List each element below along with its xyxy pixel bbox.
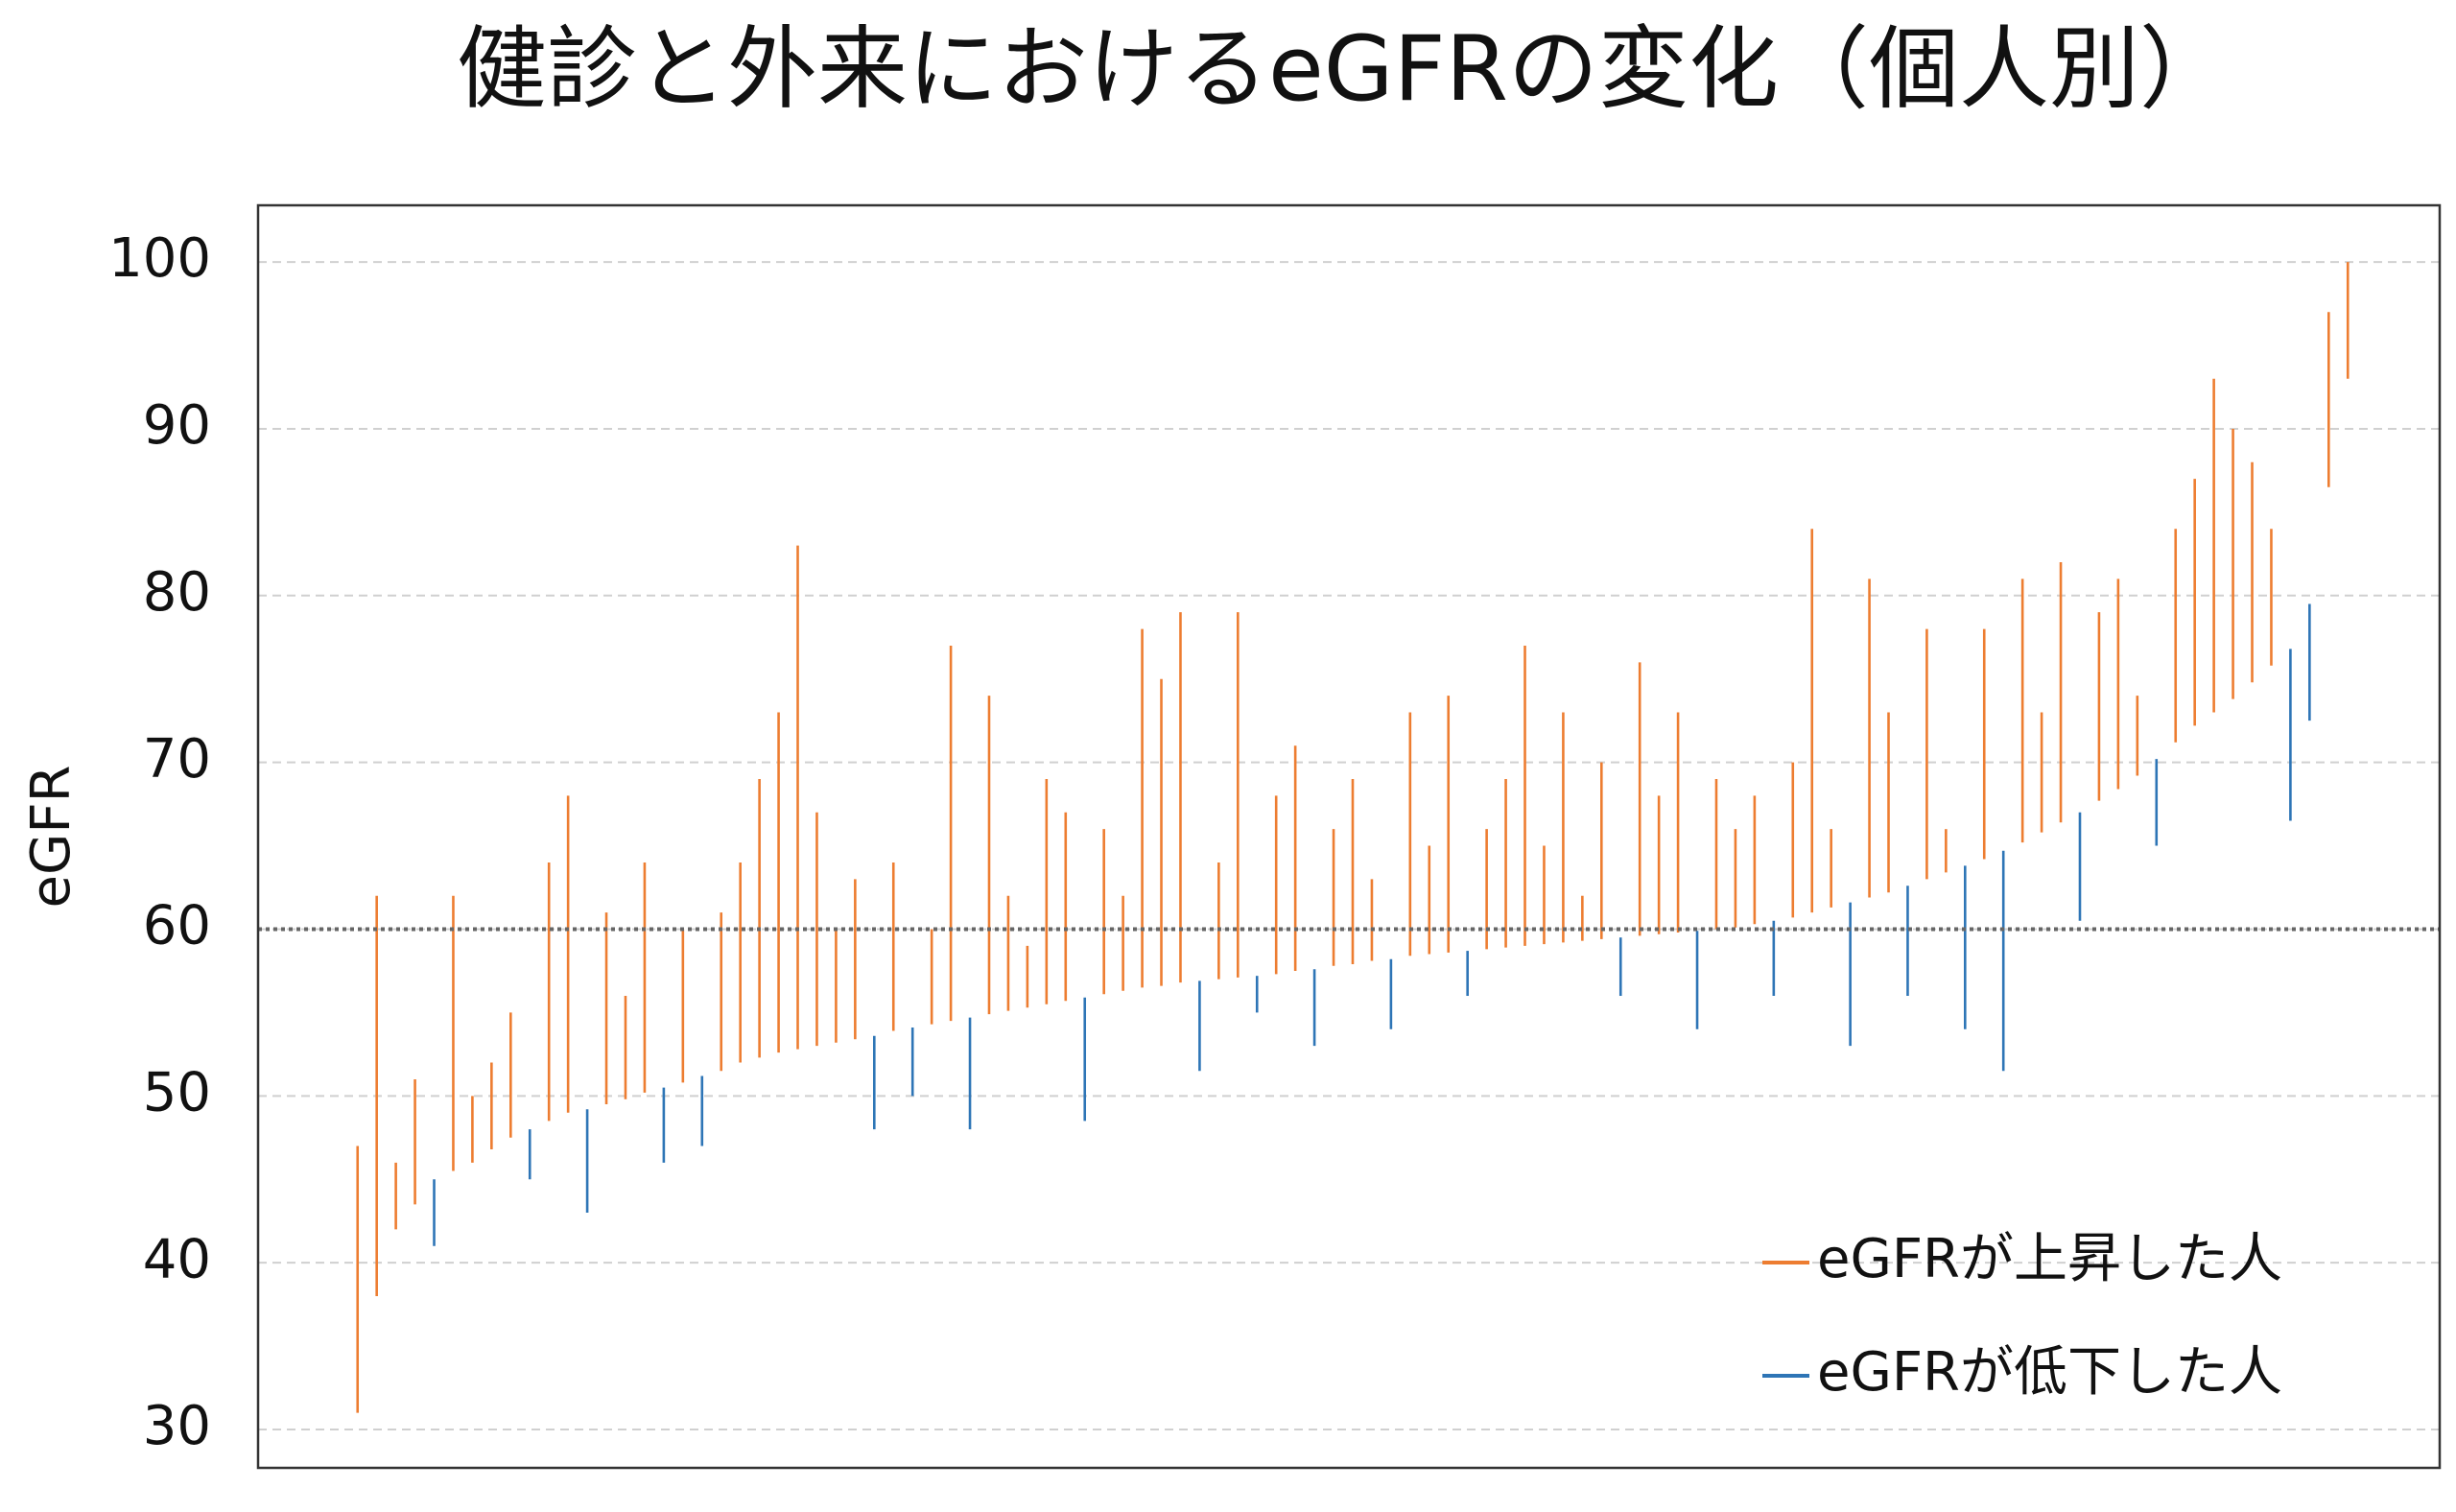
plot-frame: [256, 203, 2442, 1470]
y-tick-label: 60: [143, 895, 211, 957]
y-tick-label: 50: [143, 1061, 211, 1123]
y-tick-label: 70: [143, 728, 211, 791]
y-tick-label: 30: [143, 1395, 211, 1457]
legend-label: eGFRが低下した人: [1817, 1341, 2282, 1404]
y-tick-label: 40: [143, 1228, 211, 1290]
legend-label: eGFRが上昇した人: [1817, 1228, 2282, 1290]
y-tick-label: 80: [143, 561, 211, 624]
chart-title: 健診と外来におけるeGFRの変化（個人別）: [457, 17, 2230, 122]
y-tick-label: 100: [108, 227, 211, 290]
y-axis-label: eGFR: [20, 766, 83, 909]
y-tick-label: 90: [143, 394, 211, 457]
